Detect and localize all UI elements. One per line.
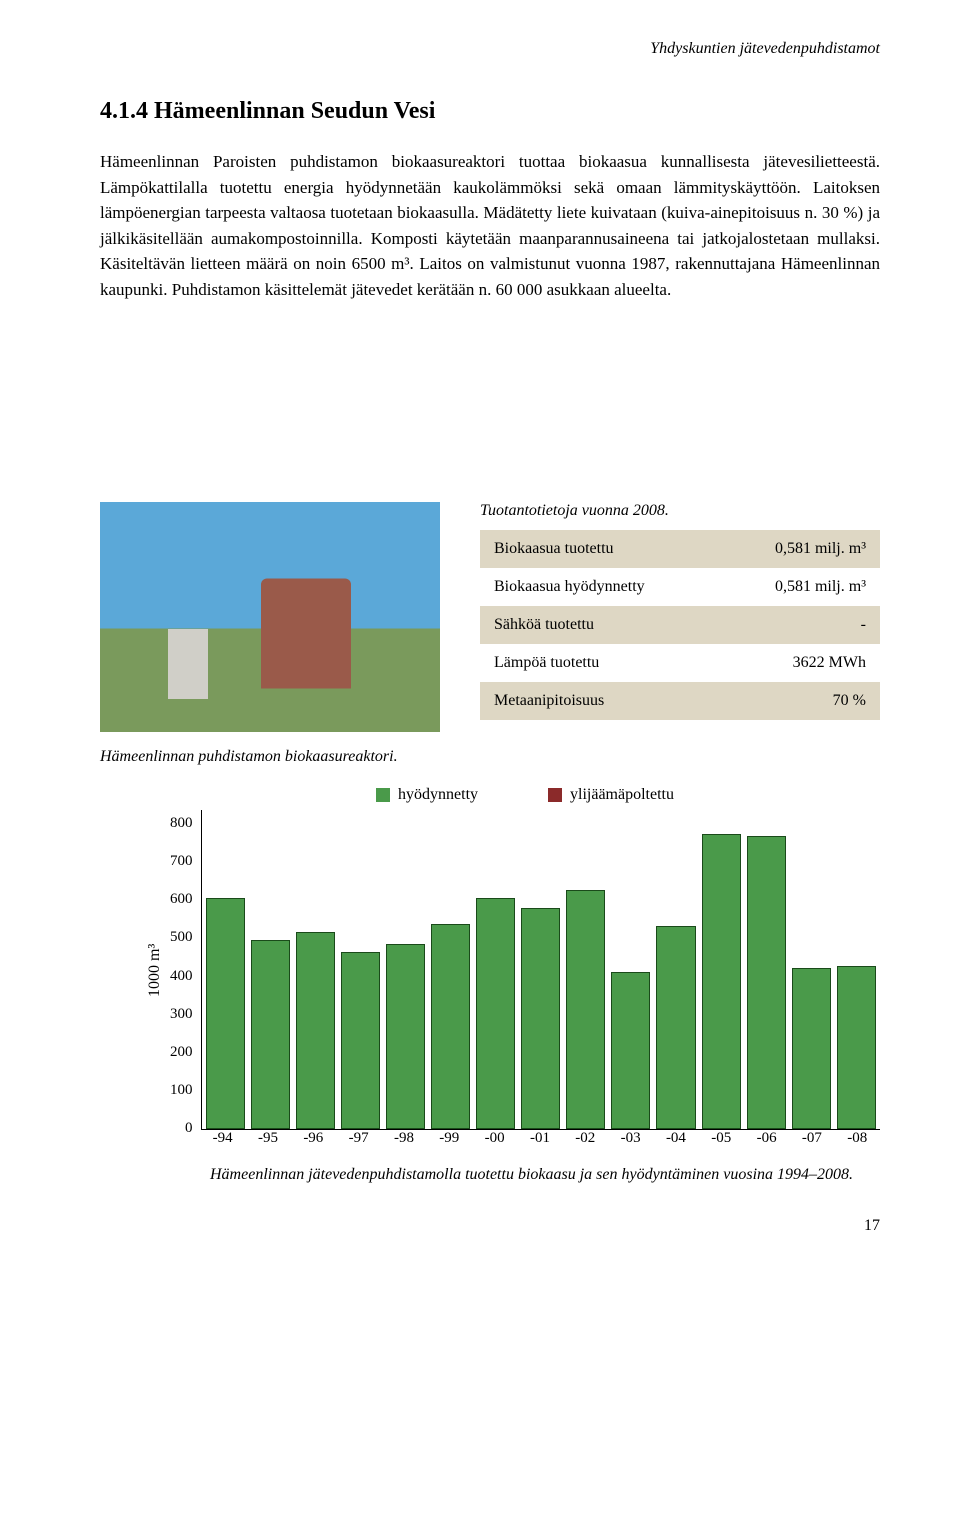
- chart-plot-area: [201, 810, 881, 1130]
- body-paragraph: Hämeenlinnan Paroisten puhdistamon bioka…: [100, 149, 880, 302]
- x-tick: -94: [200, 1130, 245, 1147]
- legend-label: ylijäämäpoltettu: [570, 786, 674, 804]
- y-tick: 800: [170, 816, 193, 831]
- x-tick: -02: [563, 1130, 608, 1147]
- table-row: Biokaasua hyödynnetty0,581 milj. m³: [480, 568, 880, 606]
- x-tick: -07: [789, 1130, 834, 1147]
- facility-photo: [100, 502, 440, 732]
- x-tick: -08: [835, 1130, 880, 1147]
- y-tick: 100: [170, 1083, 193, 1098]
- x-tick: -03: [608, 1130, 653, 1147]
- x-tick: -97: [336, 1130, 381, 1147]
- bar: [341, 952, 380, 1129]
- bar: [206, 898, 245, 1129]
- y-tick: 400: [170, 969, 193, 984]
- x-tick: -96: [291, 1130, 336, 1147]
- table-row: Metaanipitoisuus70 %: [480, 682, 880, 720]
- bar: [702, 834, 741, 1129]
- page-title: 4.1.4 Hämeenlinnan Seudun Vesi: [100, 98, 880, 125]
- legend-item: hyödynnetty: [376, 786, 478, 804]
- bar: [792, 968, 831, 1129]
- bar: [296, 932, 335, 1129]
- chart-caption: Hämeenlinnan jätevedenpuhdistamolla tuot…: [210, 1163, 880, 1187]
- y-tick: 500: [170, 930, 193, 945]
- y-tick: 0: [170, 1121, 193, 1136]
- x-tick: -95: [245, 1130, 290, 1147]
- y-tick: 300: [170, 1007, 193, 1022]
- bar: [386, 944, 425, 1129]
- x-axis-ticks: -94-95-96-97-98-99-00-01-02-03-04-05-06-…: [140, 1130, 880, 1147]
- y-tick: 700: [170, 854, 193, 869]
- data-table-block: Tuotantotietoja vuonna 2008. Biokaasua t…: [480, 502, 880, 720]
- bar: [656, 926, 695, 1129]
- table-row: Lämpöä tuotettu3622 MWh: [480, 644, 880, 682]
- bar: [476, 898, 515, 1129]
- legend-swatch-icon: [548, 788, 562, 802]
- table-row: Sähköä tuotettu-: [480, 606, 880, 644]
- bar: [837, 966, 876, 1129]
- x-tick: -98: [381, 1130, 426, 1147]
- bar: [566, 890, 605, 1129]
- bar: [521, 908, 560, 1129]
- x-tick: -01: [517, 1130, 562, 1147]
- table-row: Biokaasua tuotettu0,581 milj. m³: [480, 530, 880, 568]
- chart-legend: hyödynnetty ylijäämäpoltettu: [170, 786, 880, 804]
- legend-label: hyödynnetty: [398, 786, 478, 804]
- table-caption: Tuotantotietoja vuonna 2008.: [480, 502, 880, 520]
- bar-chart: hyödynnetty ylijäämäpoltettu 1000 m³ 800…: [140, 786, 880, 1187]
- legend-swatch-icon: [376, 788, 390, 802]
- x-tick: -06: [744, 1130, 789, 1147]
- x-tick: -00: [472, 1130, 517, 1147]
- x-tick: -99: [427, 1130, 472, 1147]
- x-tick: -04: [653, 1130, 698, 1147]
- y-tick: 600: [170, 892, 193, 907]
- legend-item: ylijäämäpoltettu: [548, 786, 674, 804]
- bar: [747, 836, 786, 1129]
- bar: [611, 972, 650, 1130]
- y-axis-label: 1000 m³: [140, 810, 170, 1130]
- bar: [431, 924, 470, 1129]
- bar: [251, 940, 290, 1129]
- data-table: Biokaasua tuotettu0,581 milj. m³ Biokaas…: [480, 530, 880, 720]
- y-axis-ticks: 8007006005004003002001000: [170, 810, 201, 1130]
- section-header: Yhdyskuntien jätevedenpuhdistamot: [100, 40, 880, 58]
- photo-caption: Hämeenlinnan puhdistamon biokaasureaktor…: [100, 748, 880, 766]
- x-tick: -05: [699, 1130, 744, 1147]
- info-row: Tuotantotietoja vuonna 2008. Biokaasua t…: [100, 502, 880, 732]
- page-number: 17: [100, 1217, 880, 1235]
- y-tick: 200: [170, 1045, 193, 1060]
